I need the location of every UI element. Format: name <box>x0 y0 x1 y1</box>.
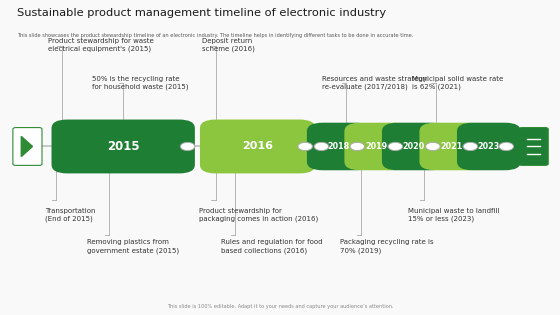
Text: Removing plastics from
government estate (2015): Removing plastics from government estate… <box>87 239 179 254</box>
FancyBboxPatch shape <box>13 128 42 165</box>
Circle shape <box>426 142 440 151</box>
Text: 2015: 2015 <box>107 140 139 153</box>
Text: This slide is 100% editable. Adapt it to your needs and capture your audience’s : This slide is 100% editable. Adapt it to… <box>167 304 393 309</box>
Text: Product stewardship for
packaging comes in action (2016): Product stewardship for packaging comes … <box>199 208 318 222</box>
FancyBboxPatch shape <box>519 128 548 165</box>
Polygon shape <box>21 136 32 157</box>
Text: 2018: 2018 <box>328 142 350 151</box>
Circle shape <box>180 142 195 151</box>
Text: Transportation
(End of 2015): Transportation (End of 2015) <box>45 208 95 222</box>
Text: 2023: 2023 <box>478 142 500 151</box>
Text: 50% is the recycling rate
for household waste (2015): 50% is the recycling rate for household … <box>92 76 189 90</box>
Circle shape <box>463 142 478 151</box>
Circle shape <box>314 142 329 151</box>
FancyBboxPatch shape <box>344 123 408 170</box>
Text: Resources and waste strategy
re-evaluate (2017/2018): Resources and waste strategy re-evaluate… <box>322 76 427 90</box>
FancyBboxPatch shape <box>52 119 195 173</box>
Text: Product stewardship for waste
electrical equipment's (2015): Product stewardship for waste electrical… <box>48 38 153 52</box>
Text: 2019: 2019 <box>365 142 388 151</box>
Text: Municipal solid waste rate
is 62% (2021): Municipal solid waste rate is 62% (2021) <box>412 76 503 90</box>
Text: Rules and regulation for food
based collections (2016): Rules and regulation for food based coll… <box>221 239 323 254</box>
Text: Sustainable product management timeline of electronic industry: Sustainable product management timeline … <box>17 8 386 18</box>
FancyBboxPatch shape <box>307 123 371 170</box>
FancyBboxPatch shape <box>419 123 483 170</box>
FancyBboxPatch shape <box>200 119 315 173</box>
Circle shape <box>350 142 365 151</box>
Text: 2016: 2016 <box>242 141 273 152</box>
Text: Deposit return
scheme (2016): Deposit return scheme (2016) <box>202 38 254 52</box>
Text: Packaging recycling rate is
70% (2019): Packaging recycling rate is 70% (2019) <box>340 239 434 254</box>
Text: 2020: 2020 <box>403 142 425 151</box>
Text: 2021: 2021 <box>440 142 463 151</box>
FancyBboxPatch shape <box>382 123 446 170</box>
Circle shape <box>499 142 514 151</box>
Text: This slide showcases the product stewardship timeline of an electronic industry.: This slide showcases the product steward… <box>17 33 413 38</box>
Circle shape <box>388 142 403 151</box>
Circle shape <box>298 142 312 151</box>
FancyBboxPatch shape <box>457 123 521 170</box>
Text: Municipal waste to landfill
15% or less (2023): Municipal waste to landfill 15% or less … <box>408 208 499 222</box>
